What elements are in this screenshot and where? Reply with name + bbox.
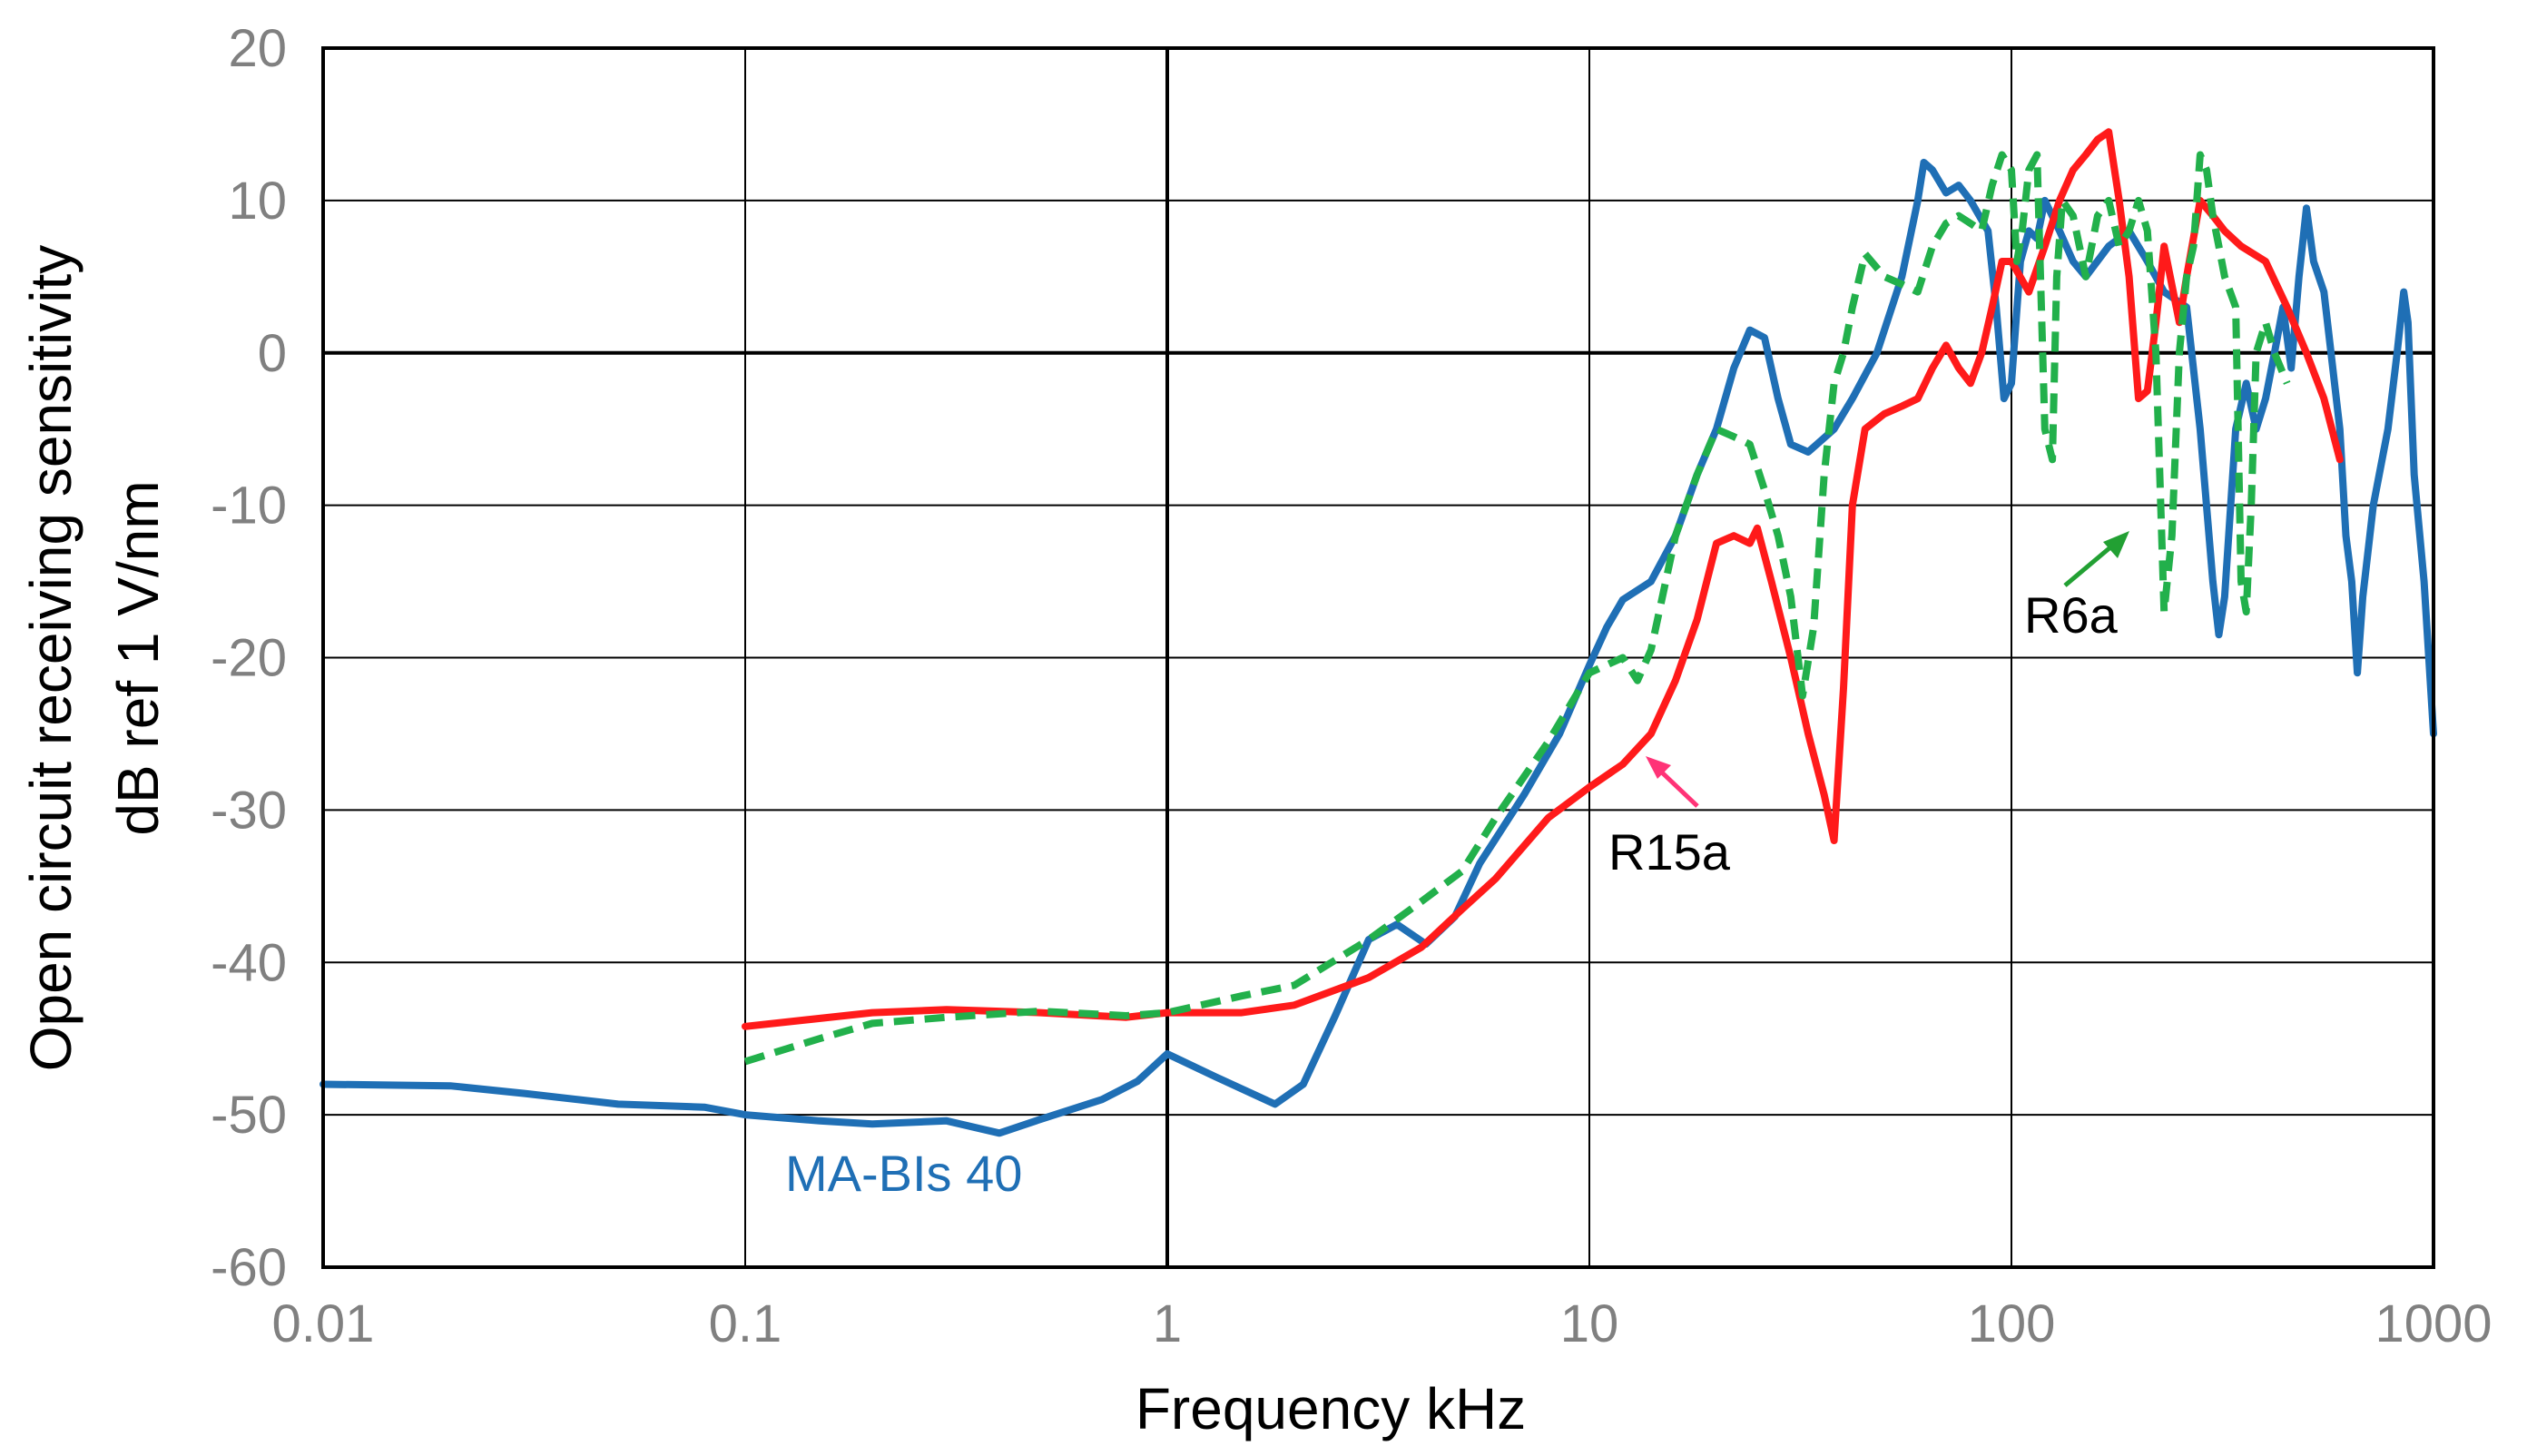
x-tick-label-5: 1000 <box>2375 1294 2492 1353</box>
x-tick-labels: 0.01 0.1 1 10 100 1000 <box>272 1294 2493 1353</box>
series-line-r15a <box>742 128 2344 1030</box>
x-tick-label-2: 1 <box>1153 1294 1182 1353</box>
y-tick-label-7: -50 <box>211 1086 287 1145</box>
y-tick-label-0: 20 <box>228 19 287 78</box>
x-tick-label-0: 0.01 <box>272 1294 375 1353</box>
y-tick-label-5: -30 <box>211 781 287 840</box>
y-tick-label-8: -60 <box>211 1238 287 1297</box>
series-line-ma-bis-40 <box>320 158 2437 1137</box>
y-tick-label-1: 10 <box>228 172 287 231</box>
series-group <box>320 128 2437 1137</box>
annotation-r15a: R15a <box>1608 823 1731 880</box>
y-tick-label-6: -40 <box>211 933 287 992</box>
annotation-r6a: R6a <box>2024 586 2119 644</box>
x-axis-label: Frequency kHz <box>1136 1376 1526 1441</box>
plot-frame <box>321 46 2435 1269</box>
x-tick-label-4: 100 <box>1968 1294 2056 1353</box>
arrowhead-r15a <box>1646 756 1671 779</box>
arrow-r6a <box>2063 531 2129 587</box>
series-line-r6a <box>743 151 2291 1066</box>
y-axis-label-line1: Open circuit receiving sensitivity <box>18 245 84 1072</box>
y-tick-label-4: -20 <box>211 629 287 688</box>
arrow-r15a <box>1646 756 1699 808</box>
annotation-ma-bis-40: MA-BIs 40 <box>785 1145 1022 1202</box>
y-tick-label-3: -10 <box>211 477 287 536</box>
y-tick-label-2: 0 <box>258 324 287 383</box>
x-tick-label-1: 0.1 <box>709 1294 782 1353</box>
y-tick-labels: 20 10 0 -10 -20 -30 -40 -50 -60 <box>211 19 287 1297</box>
x-tick-label-3: 10 <box>1560 1294 1619 1353</box>
arrowhead-r6a <box>2103 531 2129 558</box>
y-axis-label-line2: dB ref 1 V/nm <box>105 480 171 835</box>
